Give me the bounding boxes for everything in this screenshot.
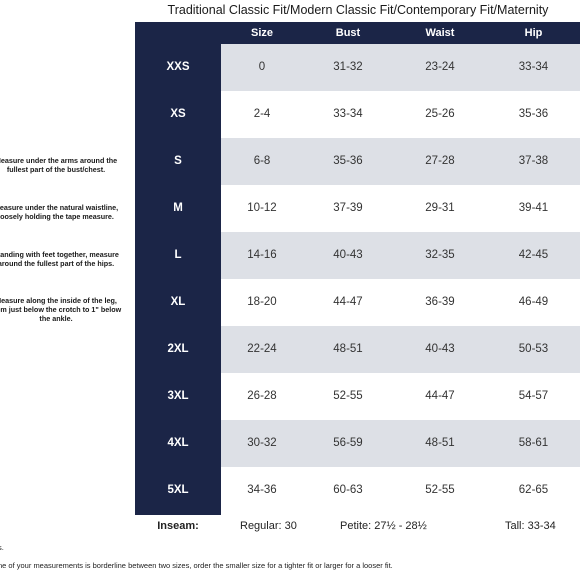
hip-cell: 62-65 xyxy=(518,484,549,496)
hip-cell: 33-34 xyxy=(518,61,549,73)
hip-cell: 42-45 xyxy=(518,249,549,261)
waist-cell: 52-55 xyxy=(425,484,455,496)
table-header: Size Bust Waist Hip xyxy=(135,22,580,44)
table-row: 5XL 34-36 60-63 52-55 62-65 xyxy=(135,467,580,514)
waist-cell: 32-35 xyxy=(425,249,455,261)
size-range-cell: 10-12 xyxy=(247,202,277,214)
hip-instruction: Standing with feet together, measure aro… xyxy=(0,250,119,268)
waist-instruction: Measure under the natural waistline, loo… xyxy=(0,203,119,221)
inseam-tall: Tall: 33-34 xyxy=(505,520,556,532)
table-row: XL 18-20 44-47 36-39 46-49 xyxy=(135,279,580,326)
hip-cell: 35-36 xyxy=(518,108,549,120)
size-label: M xyxy=(173,202,183,214)
inseam-label: Inseam: xyxy=(157,520,199,532)
waist-cell: 36-39 xyxy=(425,296,455,308)
size-label: XL xyxy=(170,296,186,308)
size-range-cell: 22-24 xyxy=(247,343,277,355)
size-range-cell: 0 xyxy=(258,61,266,73)
waist-cell: 40-43 xyxy=(425,343,455,355)
waist-cell: 27-28 xyxy=(425,155,455,167)
hip-cell: 37-38 xyxy=(518,155,549,167)
table-row: L 14-16 40-43 32-35 42-45 xyxy=(135,232,580,279)
table-row: 2XL 22-24 48-51 40-43 50-53 xyxy=(135,326,580,373)
inseam-regular: Regular: 30 xyxy=(240,520,297,532)
size-label: XS xyxy=(170,108,186,120)
size-range-cell: 18-20 xyxy=(247,296,277,308)
bust-cell: 44-47 xyxy=(333,296,363,308)
size-range-cell: 30-32 xyxy=(247,437,277,449)
header-hip: Hip xyxy=(524,27,543,39)
table-row: S 6-8 35-36 27-28 37-38 xyxy=(135,138,580,185)
header-bust: Bust xyxy=(335,27,361,39)
table-row: XXS 0 31-32 23-24 33-34 xyxy=(135,44,580,91)
size-label: 3XL xyxy=(167,390,189,402)
size-label: 2XL xyxy=(167,343,189,355)
footnote-2: ne of your measurements is borderline be… xyxy=(0,561,393,570)
bust-cell: 60-63 xyxy=(333,484,363,496)
size-label: XXS xyxy=(166,61,190,73)
waist-cell: 48-51 xyxy=(425,437,455,449)
bust-cell: 37-39 xyxy=(333,202,363,214)
bust-cell: 40-43 xyxy=(333,249,363,261)
size-column xyxy=(135,44,221,515)
size-label: 5XL xyxy=(167,484,189,496)
footnote-1: s. xyxy=(0,543,4,552)
chart-title: Traditional Classic Fit/Modern Classic F… xyxy=(167,3,549,17)
size-range-cell: 6-8 xyxy=(253,155,271,167)
bust-cell: 35-36 xyxy=(333,155,363,167)
table-row: 4XL 30-32 56-59 48-51 58-61 xyxy=(135,420,580,467)
bust-cell: 48-51 xyxy=(333,343,363,355)
table-row: M 10-12 37-39 29-31 39-41 xyxy=(135,185,580,232)
size-label: L xyxy=(174,249,182,261)
waist-cell: 23-24 xyxy=(425,61,455,73)
hip-cell: 58-61 xyxy=(518,437,549,449)
waist-cell: 25-26 xyxy=(425,108,455,120)
bust-cell: 56-59 xyxy=(333,437,363,449)
table-row: 3XL 26-28 52-55 44-47 54-57 xyxy=(135,373,580,420)
inseam-petite: Petite: 27½ - 28½ xyxy=(340,520,427,532)
hip-cell: 54-57 xyxy=(518,390,549,402)
waist-cell: 44-47 xyxy=(425,390,455,402)
size-label: S xyxy=(174,155,182,167)
hip-cell: 46-49 xyxy=(518,296,549,308)
header-waist: Waist xyxy=(425,27,455,39)
bust-instruction: Measure under the arms around the fulles… xyxy=(0,156,118,174)
hip-cell: 39-41 xyxy=(518,202,549,214)
waist-cell: 29-31 xyxy=(425,202,455,214)
hip-cell: 50-53 xyxy=(518,343,549,355)
size-range-cell: 26-28 xyxy=(247,390,277,402)
table-row: XS 2-4 33-34 25-26 35-36 xyxy=(135,91,580,138)
bust-cell: 31-32 xyxy=(333,61,363,73)
size-range-cell: 2-4 xyxy=(253,108,271,120)
inseam-instruction: Measure along the inside of the leg, fro… xyxy=(0,296,122,323)
header-size: Size xyxy=(250,27,273,39)
size-range-cell: 34-36 xyxy=(247,484,277,496)
size-range-cell: 14-16 xyxy=(247,249,277,261)
inseam-row: Inseam: Regular: 30 Petite: 27½ - 28½ Ta… xyxy=(135,515,580,537)
bust-cell: 33-34 xyxy=(333,108,363,120)
bust-cell: 52-55 xyxy=(333,390,363,402)
size-label: 4XL xyxy=(167,437,189,449)
